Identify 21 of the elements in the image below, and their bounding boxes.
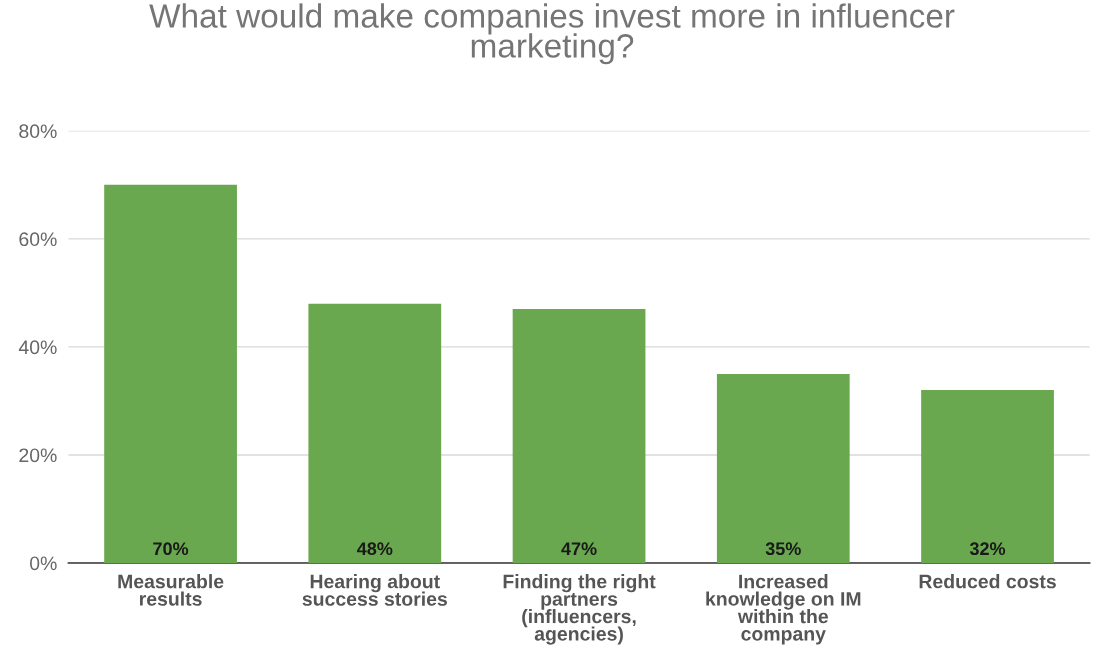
x-tick-label: Hearing about success stories <box>302 574 447 606</box>
x-tick-label: Finding the right partners (influencers, agencies) <box>503 574 656 645</box>
data-label: 70% <box>153 542 189 556</box>
chart-title: What would make companies invest more in influencer marketing? <box>149 3 955 65</box>
bar <box>308 303 442 563</box>
data-label: 32% <box>969 542 1006 556</box>
data-label: 47% <box>561 542 597 556</box>
bar <box>921 390 1054 563</box>
y-tick-label: 60% <box>19 232 57 247</box>
bar <box>104 184 237 563</box>
data-label: 35% <box>765 542 801 556</box>
data-label: 48% <box>357 542 393 556</box>
y-tick-label: 40% <box>18 340 57 355</box>
bar <box>716 373 850 563</box>
y-tick-label: 20% <box>19 448 57 463</box>
x-tick-label: Reduced costs <box>919 574 1056 589</box>
x-tick-label: Measurable results <box>118 574 224 606</box>
y-tick-label: 80% <box>19 124 57 139</box>
bar <box>512 309 646 563</box>
y-tick-label: 0% <box>29 556 57 571</box>
x-tick-label: Increased knowledge on IM within the company <box>706 574 861 645</box>
